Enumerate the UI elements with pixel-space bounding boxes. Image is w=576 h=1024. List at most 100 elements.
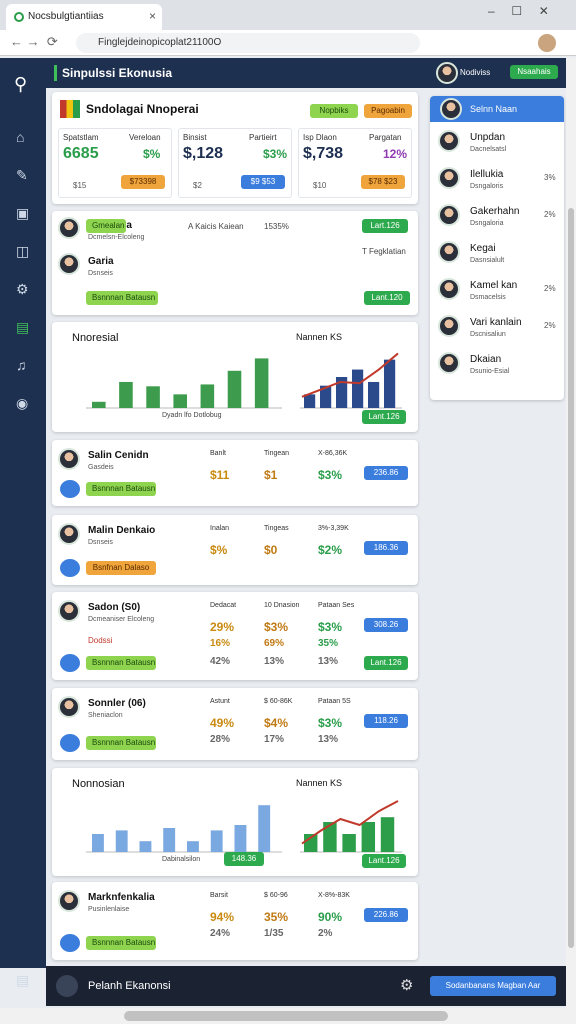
card-badge[interactable]: 236.86: [364, 466, 408, 480]
column-head: Tingean: [264, 450, 290, 457]
person-badge[interactable]: Lart.126: [362, 219, 408, 233]
bar: [173, 394, 187, 408]
summary-button[interactable]: Nopbiks: [310, 104, 358, 118]
bar: [234, 825, 247, 852]
stat-value: 6685: [63, 145, 99, 162]
avatar: [438, 241, 460, 263]
summary-button[interactable]: Pagoabin: [364, 104, 412, 118]
card-button[interactable]: Bsnnnan Batausn: [86, 482, 156, 496]
stat-foot: $10: [313, 181, 327, 190]
card-button[interactable]: Bsnnnan Batausn: [86, 936, 156, 950]
bar: [323, 822, 337, 852]
column-value: 13%: [318, 734, 339, 745]
avatar: [438, 204, 460, 226]
panel-pct: 2%: [544, 210, 556, 219]
avatar: [58, 253, 80, 275]
column-value: $1: [264, 468, 278, 482]
column-value: $3%: [318, 620, 343, 634]
flag-icon: [60, 100, 80, 118]
column-head: $ 60-96: [264, 892, 288, 899]
person-sub: Dcmelsn-Elcoleng: [88, 234, 145, 241]
chart-title: Nnoresial: [72, 332, 119, 344]
scrollbar[interactable]: [566, 58, 576, 1008]
stat-foot: $2: [193, 181, 202, 190]
chart: [86, 800, 402, 853]
chart-button[interactable]: Lant.126: [362, 410, 406, 424]
panel-sub: Dscnisaliun: [470, 331, 506, 338]
card-badge[interactable]: 226.86: [364, 908, 408, 922]
bar: [304, 834, 318, 852]
avatar: [438, 278, 460, 300]
card-name: Marknfenkalia: [88, 892, 155, 903]
stat-badge[interactable]: $78 $23: [361, 175, 405, 189]
bar: [384, 359, 396, 408]
column-value: 28%: [210, 734, 231, 745]
card-icon: [60, 934, 80, 952]
card-name: Sonnler (06): [88, 698, 146, 709]
card-button[interactable]: Bsnnnan Batausn: [86, 736, 156, 750]
column-head: Astunt: [210, 698, 230, 705]
list-card: Marknfenkalia Pusinlenlaise Bsnnnan Bataus…: [52, 882, 418, 960]
footer-button[interactable]: Sodanbanans Magban Aar: [430, 976, 556, 996]
card-extra: Dodssi: [88, 636, 113, 645]
column-value: 2%: [318, 928, 333, 939]
list-card: Malin Denkaio Dsnseis Bsnfnan Dalaso Inalan…: [52, 515, 418, 585]
chart-title: Nannen KS: [296, 778, 343, 788]
chart-button[interactable]: 148.36: [224, 852, 264, 866]
stat-value: $,128: [183, 145, 224, 162]
card-badge[interactable]: 186.36: [364, 541, 408, 555]
card-badge[interactable]: 308.26: [364, 618, 408, 632]
avatar: [438, 130, 460, 152]
avatar: [58, 217, 80, 239]
column-value: 29%: [210, 620, 235, 634]
column-value: 13%: [264, 656, 285, 667]
column-head: Barsit: [210, 892, 228, 899]
card-sub: Dsnseis: [88, 539, 113, 546]
panel-sub: Dasnsialult: [470, 257, 505, 264]
column-value: $3%: [318, 468, 343, 482]
list-card: Sonnler (06) Sheniaclon Bsnnnan Batausn Ast…: [52, 688, 418, 760]
bar: [320, 385, 332, 408]
person-button[interactable]: Bsnnnan Batausn: [86, 291, 158, 305]
avatar: [58, 696, 80, 718]
stat-value: $,738: [303, 145, 344, 162]
card-badge[interactable]: 118.26: [364, 714, 408, 728]
card-button[interactable]: Bsnfnan Dalaso: [86, 561, 156, 575]
card-sub: Dcmeaniser Elcoleng: [88, 616, 155, 623]
panel-name: Dkaian: [470, 354, 502, 365]
person-button[interactable]: Gmealan: [86, 219, 126, 233]
chart-button[interactable]: Lant.126: [362, 854, 406, 868]
chart-card: Nonnosian Nannen KS Dabinalsilon 148.36 Lant…: [52, 768, 418, 876]
chart-caption: Dabinalsilon: [162, 856, 201, 863]
bar: [227, 370, 242, 408]
footer-title: Pelanh Ekanonsi: [88, 980, 171, 992]
stat-badge[interactable]: $9 $53: [241, 175, 285, 189]
panel-name: Kamel kan: [470, 280, 518, 291]
column-head: 10 Dnasion: [264, 602, 300, 609]
column-value: 13%: [318, 656, 339, 667]
bar: [361, 822, 376, 852]
card-badge[interactable]: Lant.126: [364, 656, 408, 670]
card-icon: [60, 654, 80, 672]
url-field[interactable]: Finglejdeinopicoplat21100O: [76, 33, 420, 53]
tab[interactable]: Nocsbulgtiantiias ×: [6, 4, 162, 30]
column-head: Tingeas: [264, 525, 289, 532]
card-button[interactable]: Bsnnnan Batausn: [86, 656, 156, 670]
stat-change: $3%: [263, 147, 288, 161]
stat-badge[interactable]: $73398: [121, 175, 165, 189]
nav-icons[interactable]: ⌂ ✎ ▣ ◫ ⚙ ▤ ♫ ◉: [16, 129, 30, 411]
stat-sub: Pargatan: [369, 133, 402, 142]
tab-title: Nocsbulgtiantiias: [28, 11, 104, 22]
list-card: Salin Cenidn Gasdeis Bsnnnan Batausn Banlt $…: [52, 440, 418, 506]
bar: [342, 834, 356, 852]
chart-card: Nnoresial Nannen KS Dyadn lfo Dotlobug Lant…: [52, 322, 418, 432]
column-value: $0: [264, 543, 278, 557]
person-info: T Fegklatian: [362, 247, 406, 256]
person-badge[interactable]: Lant.120: [364, 291, 410, 305]
header-button[interactable]: Nsaahais: [510, 65, 558, 79]
chart: [86, 352, 402, 409]
panel-name: Gakerhahn: [470, 206, 520, 217]
stat-change: 12%: [383, 147, 408, 161]
panel-pct: 2%: [544, 284, 556, 293]
stat-sub: Partieirt: [249, 133, 277, 142]
